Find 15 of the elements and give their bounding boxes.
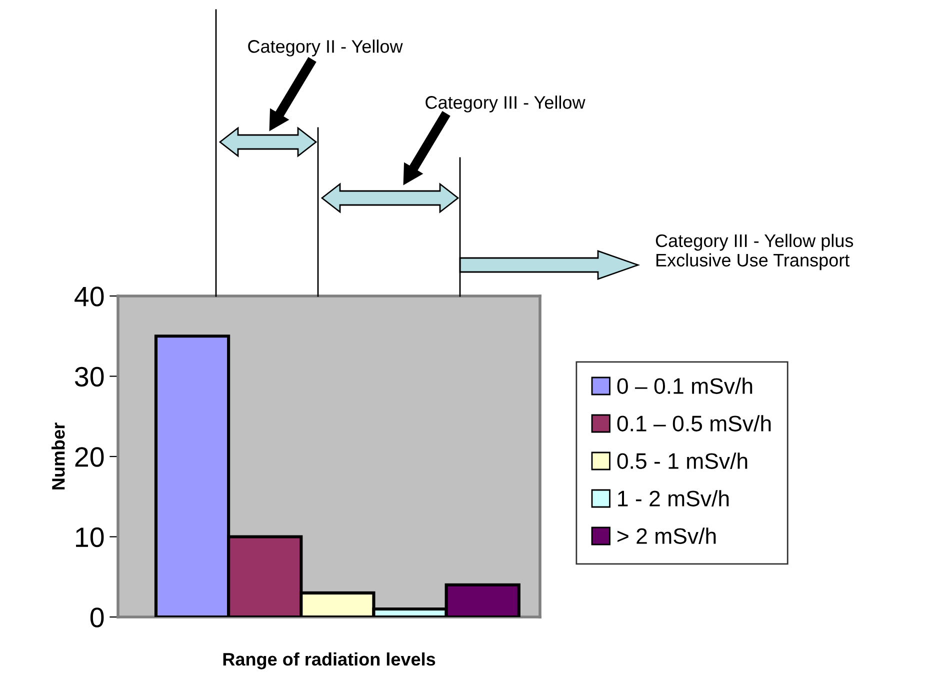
text: Category III - Yellow — [426, 96, 586, 112]
legend-label: 1 - 2 mSv/h — [618, 490, 729, 506]
legend-label: 0.5 - 1 mSv/h — [617, 452, 748, 469]
legend-label: 0 – 0.1 mSv/h — [617, 378, 752, 394]
x-axis-title: Range of radiation levels — [223, 652, 436, 670]
text: Category III - Yellow plus Exclusive Use Transport — [656, 234, 854, 270]
y-axis-title: Number — [52, 422, 65, 490]
y-tick-label: 30 — [74, 366, 104, 387]
text: Category II - Yellow — [248, 40, 403, 56]
y-tick-label: 20 — [75, 447, 104, 467]
y-tick-label: 10 — [76, 527, 104, 548]
y-tick-label: 0 — [90, 608, 104, 628]
legend-label: > 2 mSv/h — [618, 528, 716, 544]
y-tick-label: 40 — [74, 286, 104, 306]
legend-label: 0.1 – 0.5 mSv/h — [617, 415, 771, 432]
